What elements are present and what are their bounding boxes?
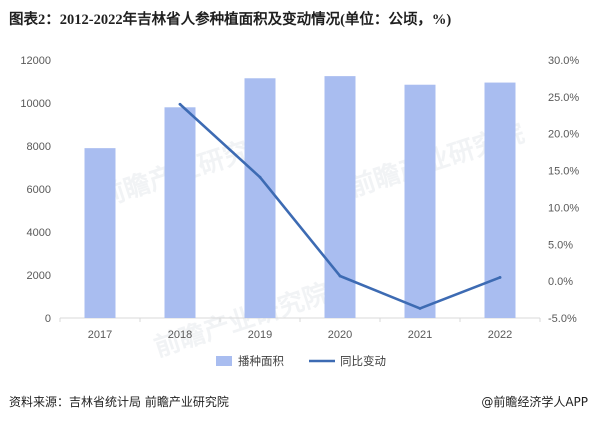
bar-2020 <box>324 76 356 318</box>
line-point-2022 <box>498 276 502 279</box>
x-tick-label: 2017 <box>88 329 112 341</box>
legend: 播种面积 同比变动 <box>216 354 386 368</box>
y-tick-label: 12000 <box>20 55 51 67</box>
y2-tick-label: 5.0% <box>548 239 573 251</box>
y-tick-label: 6000 <box>27 184 51 196</box>
line-point-2018 <box>178 102 182 106</box>
y2-tick-label: 15.0% <box>548 166 579 178</box>
line-point-2021 <box>418 307 422 310</box>
x-tick-label: 2018 <box>168 329 192 341</box>
y-tick-label: 10000 <box>20 98 51 110</box>
y-tick-label: 4000 <box>27 227 51 239</box>
legend-label-yoy: 同比变动 <box>340 354 386 368</box>
y-tick-label: 0 <box>45 313 51 325</box>
line-point-2020 <box>338 274 342 278</box>
bar-series <box>84 76 516 319</box>
tick-labels: 0 2000 4000 6000 8000 10000 12000 -5.0% 0.0% 5.0%… <box>20 55 579 341</box>
chart-title: 图表2：2012-2022年吉林省人参种植面积及变动情况(单位：公顷，%) <box>9 12 452 28</box>
y2-tick-label: 0.0% <box>548 276 573 288</box>
x-tick-label: 2020 <box>328 329 352 341</box>
bar-2019 <box>244 78 276 319</box>
bar-2017 <box>84 148 116 318</box>
x-tick-label: 2019 <box>248 329 272 341</box>
y2-tick-label: 30.0% <box>548 55 579 67</box>
legend-bar-swatch <box>216 356 232 366</box>
x-tick-label: 2021 <box>408 329 432 341</box>
y-tick-label: 8000 <box>27 141 51 153</box>
line-series <box>178 102 502 310</box>
x-tick-label: 2022 <box>488 329 512 341</box>
axes <box>59 317 541 322</box>
y-tick-label: 2000 <box>27 270 51 282</box>
brand-label: @前瞻经济学人APP <box>481 395 588 409</box>
legend-label-area: 播种面积 <box>238 354 284 368</box>
y2-tick-label: -5.0% <box>548 313 577 325</box>
bar-2021 <box>404 84 436 318</box>
footer: 资料来源：吉林省统计局 前瞻产业研究院 @前瞻经济学人APP <box>0 391 596 411</box>
y2-tick-label: 10.0% <box>548 202 579 214</box>
source-note: 资料来源：吉林省统计局 前瞻产业研究院 <box>9 395 229 409</box>
line-point-2019 <box>258 175 262 179</box>
y2-tick-label: 25.0% <box>548 92 579 104</box>
bar-2018 <box>164 107 196 318</box>
y2-tick-label: 20.0% <box>548 129 579 141</box>
